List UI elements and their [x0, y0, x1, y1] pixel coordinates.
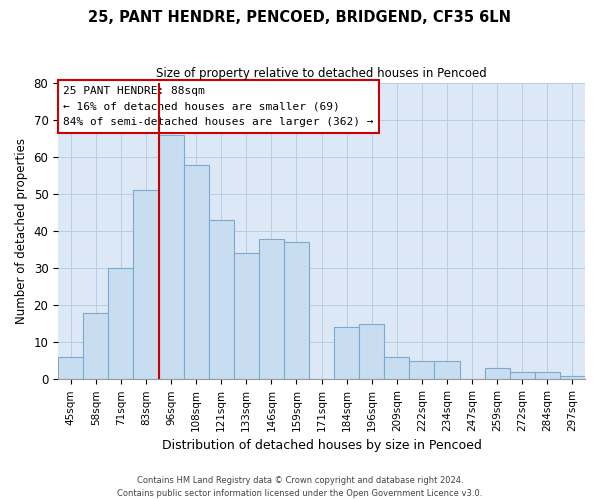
- Bar: [109, 268, 133, 380]
- Bar: [485, 368, 510, 380]
- Bar: [58, 357, 83, 380]
- Bar: [334, 328, 359, 380]
- Bar: [158, 135, 184, 380]
- Bar: [535, 372, 560, 380]
- Y-axis label: Number of detached properties: Number of detached properties: [15, 138, 28, 324]
- Bar: [133, 190, 158, 380]
- Text: Contains HM Land Registry data © Crown copyright and database right 2024.
Contai: Contains HM Land Registry data © Crown c…: [118, 476, 482, 498]
- Bar: [560, 376, 585, 380]
- Bar: [184, 164, 209, 380]
- Bar: [284, 242, 309, 380]
- Bar: [510, 372, 535, 380]
- Bar: [434, 361, 460, 380]
- Bar: [359, 324, 384, 380]
- Bar: [83, 312, 109, 380]
- Bar: [234, 254, 259, 380]
- X-axis label: Distribution of detached houses by size in Pencoed: Distribution of detached houses by size …: [161, 440, 482, 452]
- Bar: [209, 220, 234, 380]
- Text: 25 PANT HENDRE: 88sqm
← 16% of detached houses are smaller (69)
84% of semi-deta: 25 PANT HENDRE: 88sqm ← 16% of detached …: [64, 86, 374, 127]
- Bar: [259, 238, 284, 380]
- Text: 25, PANT HENDRE, PENCOED, BRIDGEND, CF35 6LN: 25, PANT HENDRE, PENCOED, BRIDGEND, CF35…: [89, 10, 511, 25]
- Bar: [384, 357, 409, 380]
- Title: Size of property relative to detached houses in Pencoed: Size of property relative to detached ho…: [156, 68, 487, 80]
- Bar: [409, 361, 434, 380]
